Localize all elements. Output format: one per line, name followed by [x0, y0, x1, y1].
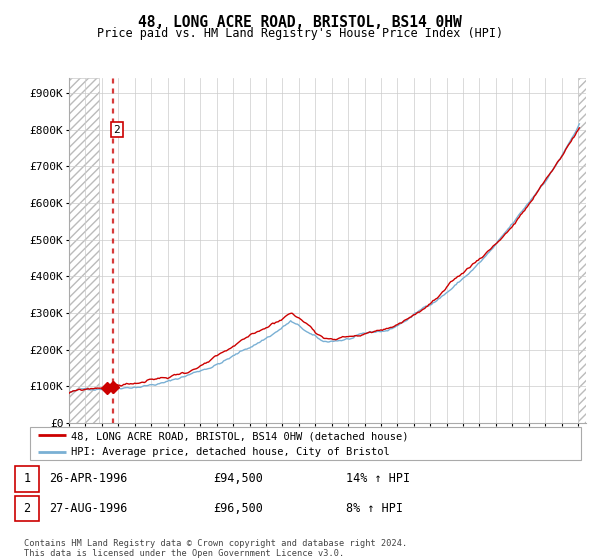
Text: £96,500: £96,500	[214, 502, 263, 515]
FancyBboxPatch shape	[15, 496, 39, 521]
FancyBboxPatch shape	[15, 466, 39, 492]
Text: 8% ↑ HPI: 8% ↑ HPI	[346, 502, 403, 515]
Text: 2: 2	[23, 502, 31, 515]
Text: 14% ↑ HPI: 14% ↑ HPI	[346, 473, 410, 486]
Text: 2: 2	[113, 125, 120, 135]
Text: 48, LONG ACRE ROAD, BRISTOL, BS14 0HW: 48, LONG ACRE ROAD, BRISTOL, BS14 0HW	[138, 15, 462, 30]
Text: 48, LONG ACRE ROAD, BRISTOL, BS14 0HW (detached house): 48, LONG ACRE ROAD, BRISTOL, BS14 0HW (d…	[71, 431, 409, 441]
Text: £94,500: £94,500	[214, 473, 263, 486]
FancyBboxPatch shape	[30, 427, 581, 460]
Text: 26-APR-1996: 26-APR-1996	[49, 473, 128, 486]
Text: 1: 1	[23, 473, 31, 486]
Text: Contains HM Land Registry data © Crown copyright and database right 2024.
This d: Contains HM Land Registry data © Crown c…	[24, 539, 407, 558]
Text: 27-AUG-1996: 27-AUG-1996	[49, 502, 128, 515]
Text: Price paid vs. HM Land Registry's House Price Index (HPI): Price paid vs. HM Land Registry's House …	[97, 27, 503, 40]
Text: HPI: Average price, detached house, City of Bristol: HPI: Average price, detached house, City…	[71, 447, 390, 458]
